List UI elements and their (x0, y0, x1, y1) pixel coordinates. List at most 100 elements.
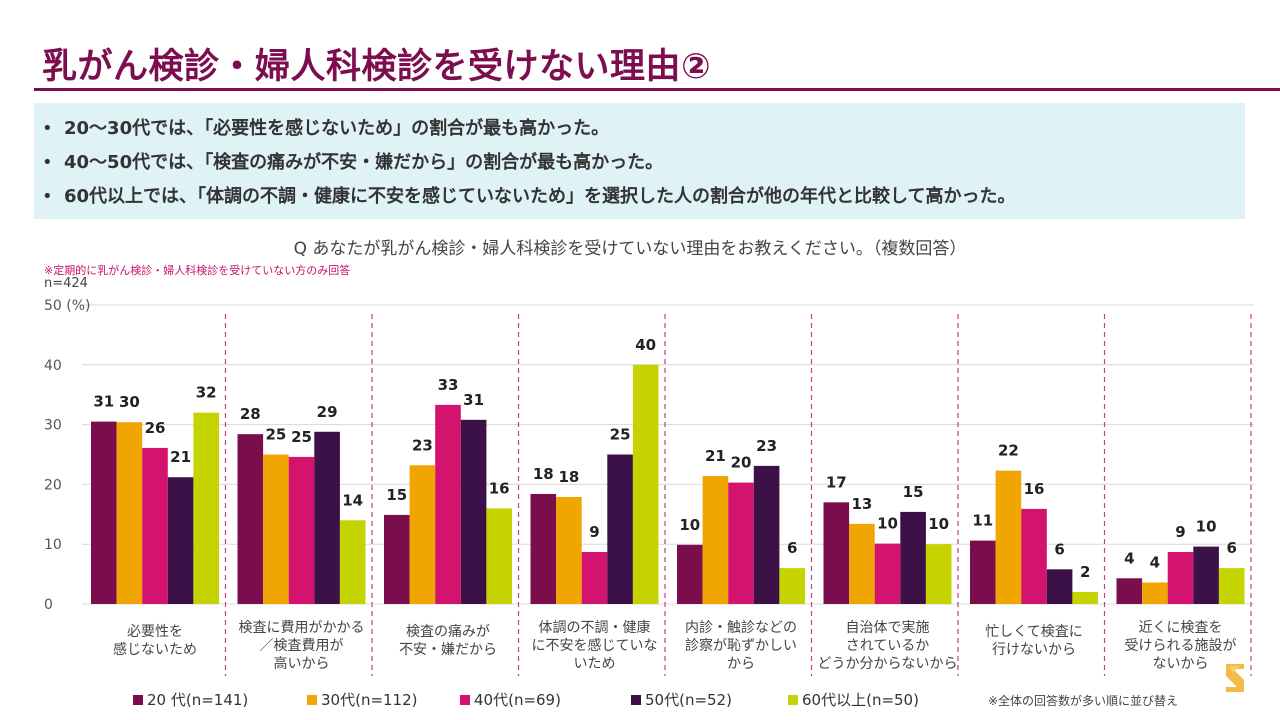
bar (530, 493, 557, 604)
category-label: 内診・触診などの (685, 620, 797, 636)
category-label: ないから (1153, 656, 1209, 672)
legend-swatch (460, 695, 470, 705)
data-label: 32 (196, 384, 217, 402)
data-label: 6 (787, 539, 797, 557)
legend-item-20s: 20 代(n=141) (133, 689, 248, 710)
summary-item: • 60代以上では、「体調の不調・健康に不安を感じていないため」を選択した人の割合… (42, 180, 1245, 214)
legend-item-40s: 40代(n=69) (460, 689, 561, 710)
data-label: 26 (145, 419, 166, 437)
data-label: 16 (1024, 480, 1045, 498)
bar (1021, 508, 1047, 604)
bar (193, 412, 219, 604)
bar (263, 454, 289, 604)
sample-size: n=424 (44, 276, 88, 291)
bar (702, 476, 729, 604)
category-label: 必要性を (127, 624, 183, 640)
category-label: 高いから (274, 655, 330, 672)
bar (435, 404, 461, 604)
legend-label: 60代以上(n=50) (802, 691, 919, 709)
legend-swatch (307, 695, 317, 705)
data-label: 15 (903, 483, 924, 501)
summary-item: • 40～50代では、「検査の痛みが不安・嫌だから」の割合が最も高かった。 (42, 146, 1245, 180)
y-tick-label: 30 (44, 418, 62, 434)
legend-label: 20 代(n=141) (147, 691, 249, 709)
data-label: 9 (589, 523, 599, 541)
legend-swatch (631, 695, 641, 705)
bar (970, 540, 996, 604)
survey-question: Q あなたが乳がん検診・婦人科検診を受けていない理由をお教えください。（複数回答… (293, 239, 967, 259)
y-tick-label: 10 (44, 537, 62, 553)
y-tick-label: 50 (%) (44, 298, 91, 314)
data-label: 29 (317, 403, 338, 421)
page-title: 乳がん検診・婦人科検診を受けない理由② (42, 47, 712, 87)
data-label: 21 (170, 448, 191, 466)
bar (1116, 578, 1143, 604)
data-label: 31 (463, 391, 484, 409)
data-label: 18 (558, 468, 579, 486)
category-label: 受けられる施設が (1125, 638, 1237, 654)
data-label: 14 (342, 491, 363, 509)
legend-swatch (788, 695, 798, 705)
category-label: 近くに検査を (1139, 620, 1223, 636)
data-label: 13 (851, 495, 872, 513)
category-label: どうか分からないから (818, 656, 958, 672)
legend-label: 30代(n=112) (321, 691, 418, 709)
category-label: 忙しくて検査に (985, 624, 1083, 640)
data-label: 18 (533, 465, 554, 483)
sort-footnote: ※全体の回答数が多い順に並び替え (988, 694, 1179, 708)
summary-text: 20～30代では、「必要性を感じないため」の割合が最も高かった。 (64, 118, 610, 139)
legend-swatch (133, 695, 143, 705)
category-label: ／検査費用が (260, 638, 344, 654)
bar (1072, 592, 1098, 604)
category-label: 不安・嫌だから (399, 642, 497, 658)
category-label: 行けないから (992, 642, 1076, 658)
bar (1167, 551, 1194, 604)
category-label: 検査に費用がかかる (239, 620, 365, 636)
data-label: 15 (386, 486, 407, 504)
y-tick-label: 20 (44, 477, 62, 493)
data-label: 28 (240, 405, 261, 423)
category-label: から (727, 656, 755, 672)
summary-text: 60代以上では、「体調の不調・健康に不安を感じていないため」を選択した人の割合が… (64, 186, 1016, 207)
bar (1193, 546, 1219, 604)
bar (142, 447, 168, 604)
bullet-icon: • (42, 186, 53, 207)
bar (823, 502, 850, 604)
bar (779, 568, 805, 604)
bullet-icon: • (42, 118, 53, 139)
category-label: 体調の不調・健康 (539, 619, 651, 636)
data-label: 33 (438, 376, 459, 394)
bar (607, 454, 633, 604)
bar (632, 364, 659, 604)
summary-box: • 20～30代では、「必要性を感じないため」の割合が最も高かった。 • 40～50… (34, 103, 1245, 219)
data-label: 21 (705, 447, 726, 465)
bar (677, 544, 703, 604)
bar (116, 422, 143, 604)
bar (874, 543, 901, 604)
category-label: いため (574, 656, 616, 672)
data-label: 9 (1175, 523, 1185, 541)
data-label: 6 (1054, 540, 1064, 558)
title-underline (34, 88, 1280, 91)
bar (728, 482, 754, 604)
data-label: 10 (928, 515, 949, 533)
bar (1046, 569, 1073, 604)
bar (900, 511, 926, 604)
category-label: 診察が恥ずかしい (685, 637, 797, 654)
bar (167, 477, 194, 604)
legend-label: 50代(n=52) (645, 691, 732, 709)
bar (753, 465, 780, 604)
bar (486, 508, 512, 604)
data-label: 10 (877, 515, 898, 533)
data-label: 10 (1196, 518, 1217, 536)
data-label: 22 (998, 442, 1019, 460)
category-label: 検査の痛みが (406, 623, 490, 640)
brand-logo-icon (1226, 664, 1244, 692)
bar (384, 514, 410, 604)
bar (339, 520, 366, 604)
data-label: 31 (93, 393, 114, 411)
summary-text: 40～50代では、「検査の痛みが不安・嫌だから」の割合が最も高かった。 (64, 152, 664, 173)
category-label: に不安を感じていな (532, 637, 658, 654)
y-tick-label: 40 (44, 358, 62, 374)
